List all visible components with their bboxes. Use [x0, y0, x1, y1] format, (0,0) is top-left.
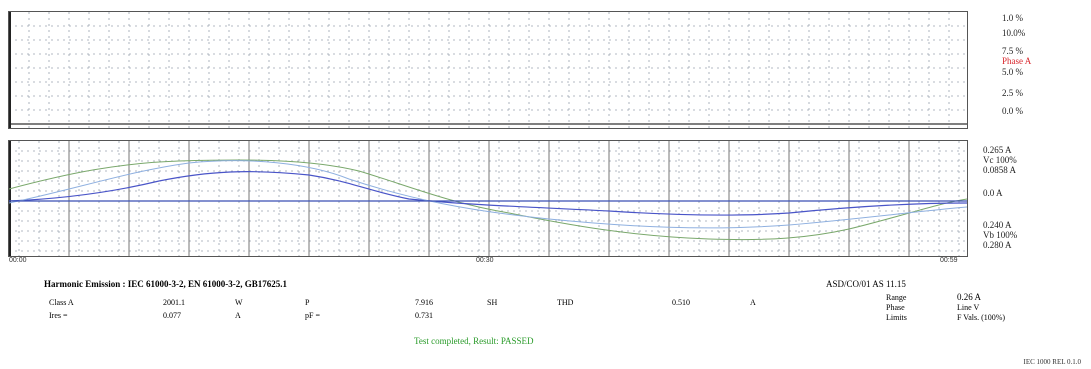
phase-info-value: Line V	[957, 303, 980, 312]
current-upper-pct: Vc 100%	[983, 155, 1017, 165]
range-label: Range	[886, 293, 907, 302]
current-lower-max: 0.240 A	[983, 220, 1012, 230]
ires-label: Ires =	[49, 311, 68, 320]
current-upper-max: 0.265 A	[983, 145, 1012, 155]
current-mid: 0.0 A	[983, 188, 1003, 198]
thd-unit: A	[750, 298, 756, 307]
current-lower-val: 0.280 A	[983, 240, 1012, 250]
scale-label-10: 10.0%	[1002, 28, 1026, 38]
ires-value: 0.077	[163, 311, 181, 320]
scale-label-top: 1.0 %	[1002, 13, 1023, 23]
test-result-status: Test completed, Result: PASSED	[414, 336, 534, 346]
scale-label-0: 0.0 %	[1002, 106, 1023, 116]
harmonic-grid	[9, 12, 967, 128]
pf-label: pF =	[305, 311, 320, 320]
scale-label-2-5: 2.5 %	[1002, 88, 1023, 98]
time-axis-right: 00:59	[940, 257, 958, 264]
power-value: 2001.1	[163, 298, 185, 307]
time-axis-left: 00:00	[9, 257, 27, 264]
time-axis-center: 00:30	[476, 257, 494, 264]
p-label: P	[305, 298, 310, 307]
thd-value: 0.510	[672, 298, 690, 307]
pf-value: 0.731	[415, 311, 433, 320]
current-trace-green	[9, 159, 967, 241]
phase-info-label: Phase	[886, 303, 905, 312]
scale-label-7-5: 7.5 %	[1002, 46, 1023, 56]
scale-label-5: 5.0 %	[1002, 67, 1023, 77]
thd-label: THD	[557, 298, 574, 307]
limits-label: Limits	[886, 313, 907, 322]
harmonic-chart-panel	[8, 11, 968, 129]
current-upper-val: 0.0858 A	[983, 165, 1017, 175]
p-value: 7.916	[415, 298, 433, 307]
standard-title: Harmonic Emission : IEC 61000-3-2, EN 61…	[44, 279, 287, 289]
power-unit: W	[235, 298, 243, 307]
waveform-graph	[9, 141, 967, 256]
phase-label: Phase A	[1002, 56, 1032, 66]
sh-label: SH	[487, 298, 498, 307]
limits-value: F Vals. (100%)	[957, 313, 1006, 322]
current-trace-lightblue	[9, 160, 967, 229]
current-lower-pct: Vb 100%	[983, 230, 1018, 240]
report-id: ASD/CO/01 AS 11.15	[826, 279, 906, 289]
ires-unit: A	[235, 311, 241, 320]
waveform-panel	[8, 140, 968, 257]
footer-version: IEC 1000 REL 0.1.0	[1023, 358, 1082, 366]
class-label: Class A	[49, 298, 74, 307]
range-value: 0.26 A	[957, 292, 982, 302]
